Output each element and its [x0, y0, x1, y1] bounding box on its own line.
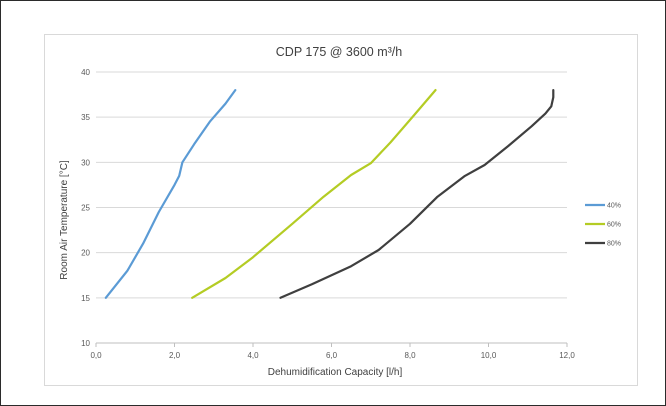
y-tick-label: 15	[81, 294, 90, 303]
y-tick-label: 10	[81, 339, 90, 348]
axes: 10 15 20 25 30 35 40 0,0 2,0 4,0 6,0 8,0 10,0 12,0	[81, 68, 575, 360]
y-tick-label: 35	[81, 113, 90, 122]
legend-label: 60%	[607, 222, 621, 229]
x-tick-label: 4,0	[247, 351, 259, 360]
series-lines	[104, 88, 555, 299]
x-tick-label: 2,0	[169, 351, 181, 360]
x-tick-label: 6,0	[326, 351, 338, 360]
x-tick-label: 8,0	[404, 351, 416, 360]
legend-label: 40%	[607, 203, 621, 210]
x-axis-title: Dehumidification Capacity [l/h]	[268, 367, 403, 378]
series-line-40pct	[104, 88, 237, 299]
x-tick-label: 12,0	[559, 351, 575, 360]
chart-card: CDP 175 @ 3600 m³/h 10 15 20 25 30 35 40 0,0 2,0…	[44, 34, 638, 386]
y-tick-label: 25	[81, 204, 90, 213]
y-tick-label: 20	[81, 249, 90, 258]
chart-title: CDP 175 @ 3600 m³/h	[276, 45, 402, 59]
y-axis-title: Room Air Temperature [°C]	[59, 160, 70, 280]
legend-label: 80%	[607, 241, 621, 248]
gridlines	[96, 71, 567, 299]
series-line-60pct	[191, 88, 437, 299]
y-tick-label: 40	[81, 68, 90, 77]
x-tick-label: 0,0	[90, 351, 102, 360]
y-tick-label: 30	[81, 158, 90, 167]
legend: 40% 60% 80%	[585, 203, 621, 248]
series-line-80pct	[279, 88, 555, 299]
x-tick-label: 10,0	[481, 351, 497, 360]
line-chart: CDP 175 @ 3600 m³/h 10 15 20 25 30 35 40 0,0 2,0…	[59, 45, 621, 378]
